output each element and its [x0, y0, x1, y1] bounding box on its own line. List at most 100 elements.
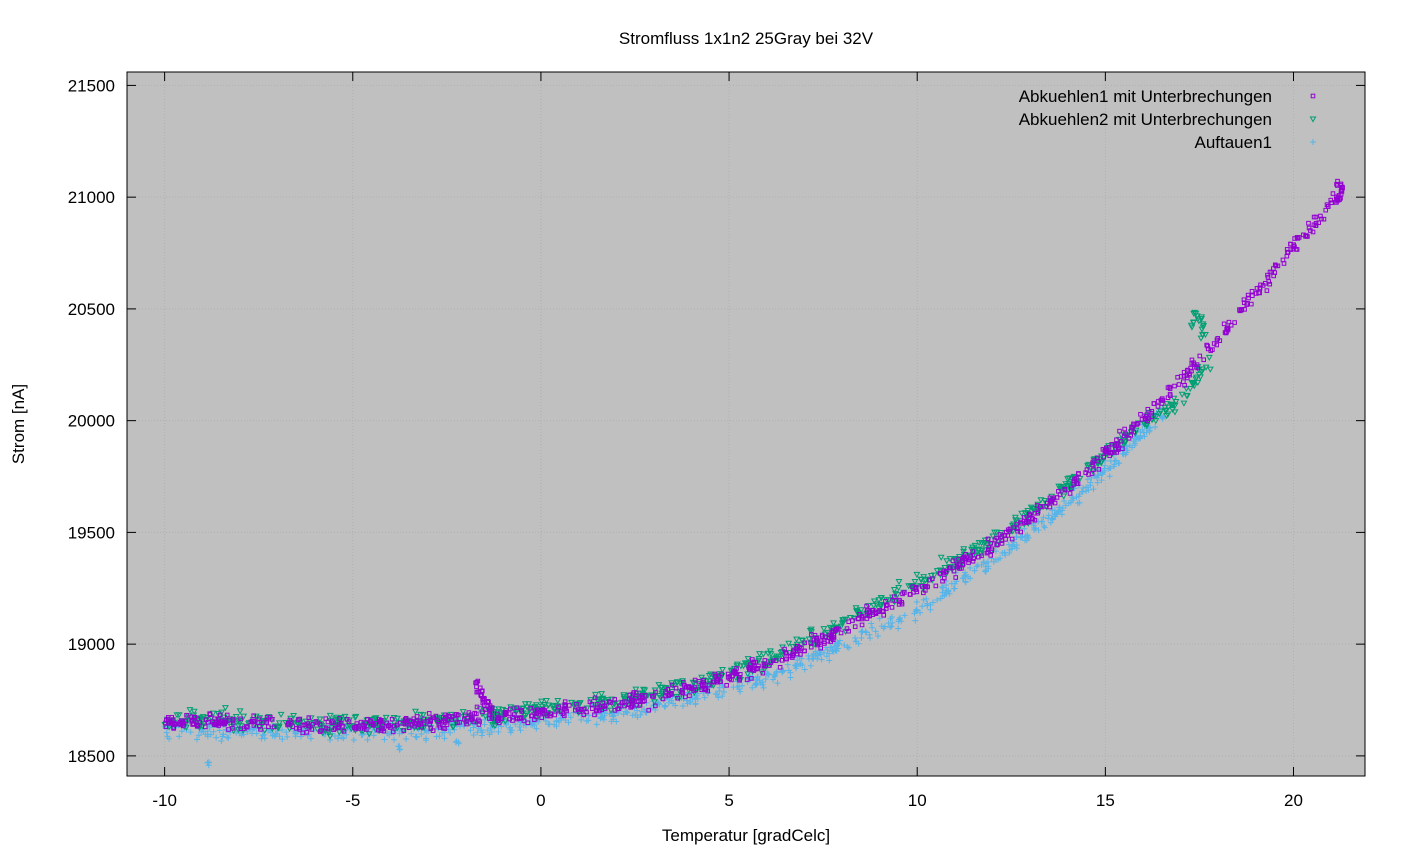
data-point: [1257, 285, 1263, 291]
data-point: [1111, 458, 1118, 465]
data-point: [1103, 449, 1109, 455]
data-point: [1232, 320, 1237, 325]
data-point: [681, 679, 686, 685]
data-point: [917, 609, 924, 616]
data-point: [887, 624, 894, 631]
data-point: [892, 590, 899, 598]
data-point: [220, 731, 227, 738]
data-point: [283, 729, 290, 736]
data-point: [1011, 514, 1019, 521]
data-point: [793, 636, 801, 643]
data-point: [737, 688, 744, 695]
data-point: [985, 565, 992, 572]
data-point: [694, 680, 702, 687]
data-point: [797, 660, 804, 667]
data-point: [598, 697, 606, 704]
data-point: [290, 726, 297, 733]
data-point: [552, 712, 558, 718]
data-point: [1221, 321, 1227, 327]
data-point: [487, 716, 492, 721]
data-point: [1211, 341, 1217, 346]
data-point: [213, 722, 219, 728]
data-point: [685, 684, 691, 690]
data-point: [1265, 272, 1270, 278]
data-point: [1112, 441, 1118, 447]
data-point: [525, 701, 533, 708]
data-point: [679, 687, 685, 693]
data-point: [880, 625, 887, 632]
data-point: [730, 684, 737, 691]
data-point: [306, 725, 312, 730]
data-point: [973, 563, 980, 570]
plot-background: [127, 72, 1365, 776]
data-point: [1143, 414, 1149, 419]
data-point: [396, 746, 403, 753]
data-point: [1107, 464, 1114, 471]
legend-marker-series-1: [1310, 93, 1316, 99]
data-point: [1254, 286, 1260, 291]
data-point: [971, 567, 978, 574]
data-point: [218, 709, 226, 716]
data-point: [687, 693, 692, 698]
data-point: [773, 658, 779, 663]
data-point: [1098, 477, 1105, 484]
data-point: [960, 548, 968, 555]
data-point: [880, 609, 885, 614]
data-point: [251, 723, 257, 728]
data-point: [514, 705, 520, 711]
data-point: [279, 736, 286, 743]
data-point: [573, 707, 578, 713]
data-point: [946, 590, 953, 597]
data-point: [562, 699, 568, 704]
data-point: [732, 668, 738, 674]
data-point: [232, 713, 240, 721]
data-point: [612, 708, 618, 713]
data-point: [607, 707, 615, 714]
data-point: [818, 638, 824, 644]
data-point: [1339, 184, 1345, 190]
data-point: [793, 661, 800, 668]
data-point: [403, 735, 410, 742]
data-point: [1119, 438, 1127, 445]
data-point: [985, 536, 991, 542]
data-point: [941, 575, 947, 581]
data-point: [353, 726, 358, 732]
data-point: [600, 716, 607, 723]
data-point: [632, 686, 640, 693]
data-point: [662, 686, 670, 693]
data-point: [411, 708, 419, 715]
data-point: [1224, 326, 1229, 332]
data-point: [581, 712, 587, 718]
data-point: [592, 691, 599, 699]
data-point: [749, 676, 754, 681]
data-point: [799, 646, 804, 651]
data-point: [962, 556, 968, 562]
data-point: [381, 736, 388, 743]
data-point: [427, 721, 432, 727]
data-point: [261, 727, 269, 734]
data-point: [1137, 434, 1144, 441]
data-point: [235, 723, 243, 730]
x-tick-label: 15: [1096, 791, 1115, 810]
data-point: [260, 731, 267, 738]
data-point: [714, 678, 720, 684]
data-point: [631, 697, 636, 703]
data-point: [556, 704, 561, 710]
data-point: [240, 713, 248, 720]
data-point: [1114, 437, 1119, 443]
data-point: [774, 680, 781, 687]
data-point: [389, 716, 395, 722]
data-point: [279, 726, 286, 733]
data-point: [994, 542, 999, 548]
data-point: [1088, 475, 1095, 482]
data-point: [1280, 257, 1286, 263]
data-point: [1241, 300, 1247, 306]
data-point: [814, 655, 821, 662]
data-point: [812, 648, 819, 655]
data-point: [392, 723, 397, 729]
data-point: [796, 653, 803, 660]
data-point: [719, 671, 724, 677]
data-point: [1158, 397, 1164, 403]
data-point: [626, 702, 632, 707]
data-point: [340, 735, 347, 742]
